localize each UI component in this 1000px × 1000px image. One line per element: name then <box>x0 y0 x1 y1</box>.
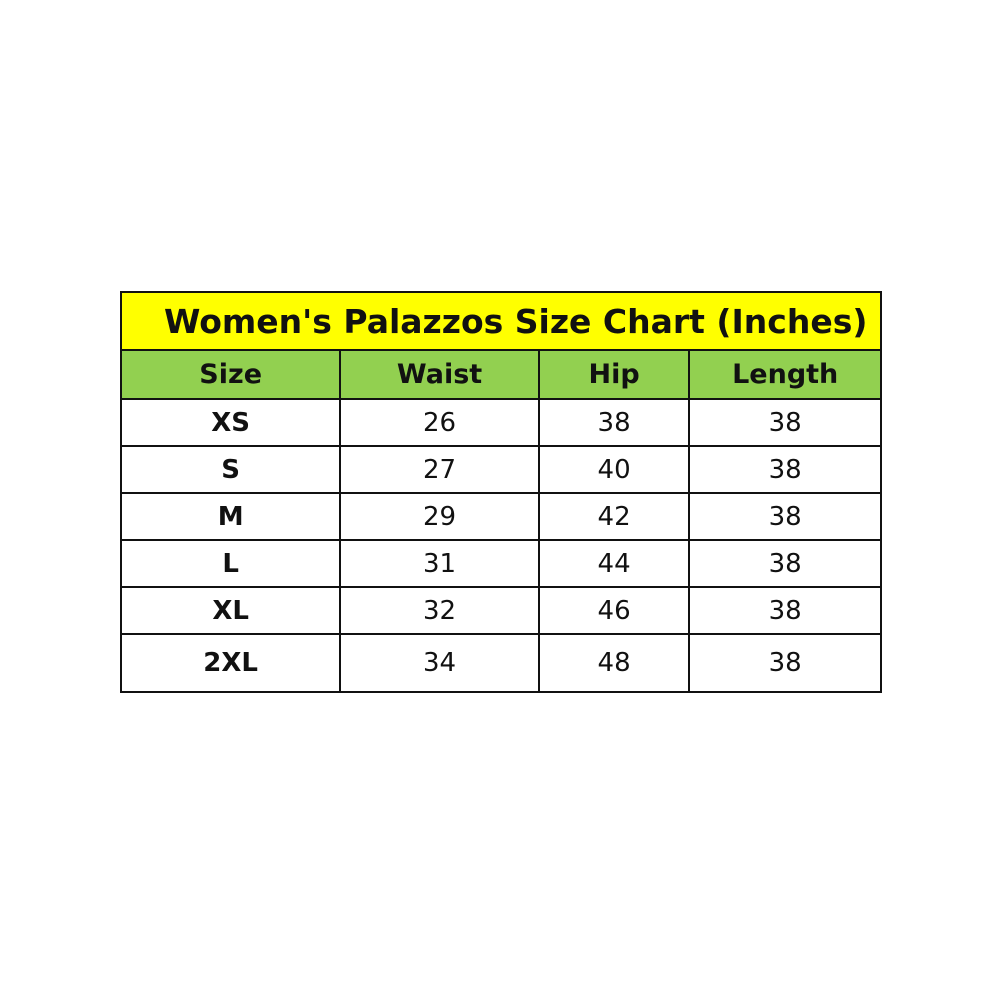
size-cell: XL <box>119 586 342 635</box>
length-cell: 38 <box>688 539 882 588</box>
header-size: Size <box>119 349 342 400</box>
size-cell: XS <box>119 398 342 447</box>
hip-cell: 40 <box>537 445 691 494</box>
size-cell: 2XL <box>119 633 342 693</box>
hip-cell: 48 <box>537 633 691 693</box>
hip-cell: 44 <box>537 539 691 588</box>
waist-cell: 31 <box>339 539 540 588</box>
header-waist: Waist <box>339 349 540 400</box>
table-row: XS 26 38 38 <box>119 398 882 447</box>
length-cell: 38 <box>688 445 882 494</box>
header-length: Length <box>688 349 882 400</box>
size-cell: S <box>119 445 342 494</box>
chart-title: Women's Palazzos Size Chart (Inches) <box>120 291 882 351</box>
length-cell: 38 <box>688 492 882 541</box>
waist-cell: 32 <box>339 586 540 635</box>
table-row: XL 32 46 38 <box>119 586 882 635</box>
size-cell: L <box>119 539 342 588</box>
size-chart-table: Women's Palazzos Size Chart (Inches) Siz… <box>119 291 882 693</box>
header-hip: Hip <box>537 349 691 400</box>
table-row: M 29 42 38 <box>119 492 882 541</box>
waist-cell: 29 <box>339 492 540 541</box>
size-cell: M <box>119 492 342 541</box>
length-cell: 38 <box>688 633 882 693</box>
waist-cell: 27 <box>339 445 540 494</box>
length-cell: 38 <box>688 398 882 447</box>
waist-cell: 26 <box>339 398 540 447</box>
hip-cell: 42 <box>537 492 691 541</box>
length-cell: 38 <box>688 586 882 635</box>
header-row: Size Waist Hip Length <box>119 349 882 400</box>
table-row: S 27 40 38 <box>119 445 882 494</box>
hip-cell: 46 <box>537 586 691 635</box>
waist-cell: 34 <box>339 633 540 693</box>
hip-cell: 38 <box>537 398 691 447</box>
table-row: 2XL 34 48 38 <box>119 633 882 693</box>
table-row: L 31 44 38 <box>119 539 882 588</box>
